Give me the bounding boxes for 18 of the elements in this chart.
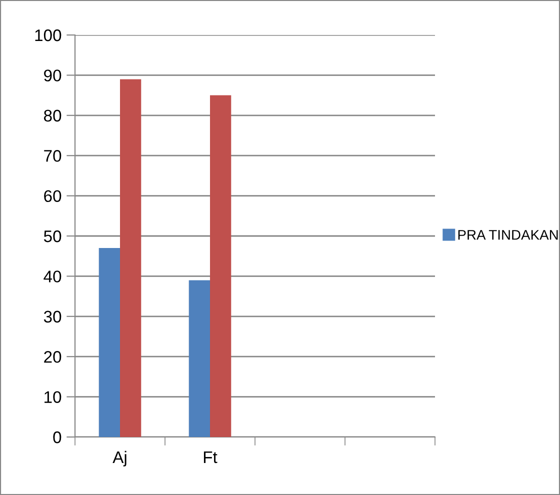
- y-tick-label: 50: [44, 230, 62, 242]
- y-tick-label: 100: [35, 29, 62, 42]
- y-tick-label: 80: [44, 110, 62, 122]
- x-tick-label: Ft: [204, 452, 218, 464]
- y-tick-label: 70: [44, 150, 62, 162]
- y-tick-label: 30: [44, 310, 62, 323]
- y-tick-label: 60: [44, 190, 62, 202]
- x-tick-label: Aj: [112, 450, 126, 466]
- y-tick-label: 20: [44, 351, 62, 363]
- bar: [210, 95, 232, 437]
- y-tick-label: 40: [44, 270, 62, 282]
- legend-label: PRA TINDAKAN: [458, 230, 558, 240]
- bar: [188, 280, 210, 437]
- bar: [98, 248, 120, 437]
- y-tick-label: 10: [44, 391, 62, 404]
- y-tick-label: 90: [44, 70, 62, 82]
- bar: [120, 79, 142, 437]
- y-tick-label: 0: [53, 431, 62, 444]
